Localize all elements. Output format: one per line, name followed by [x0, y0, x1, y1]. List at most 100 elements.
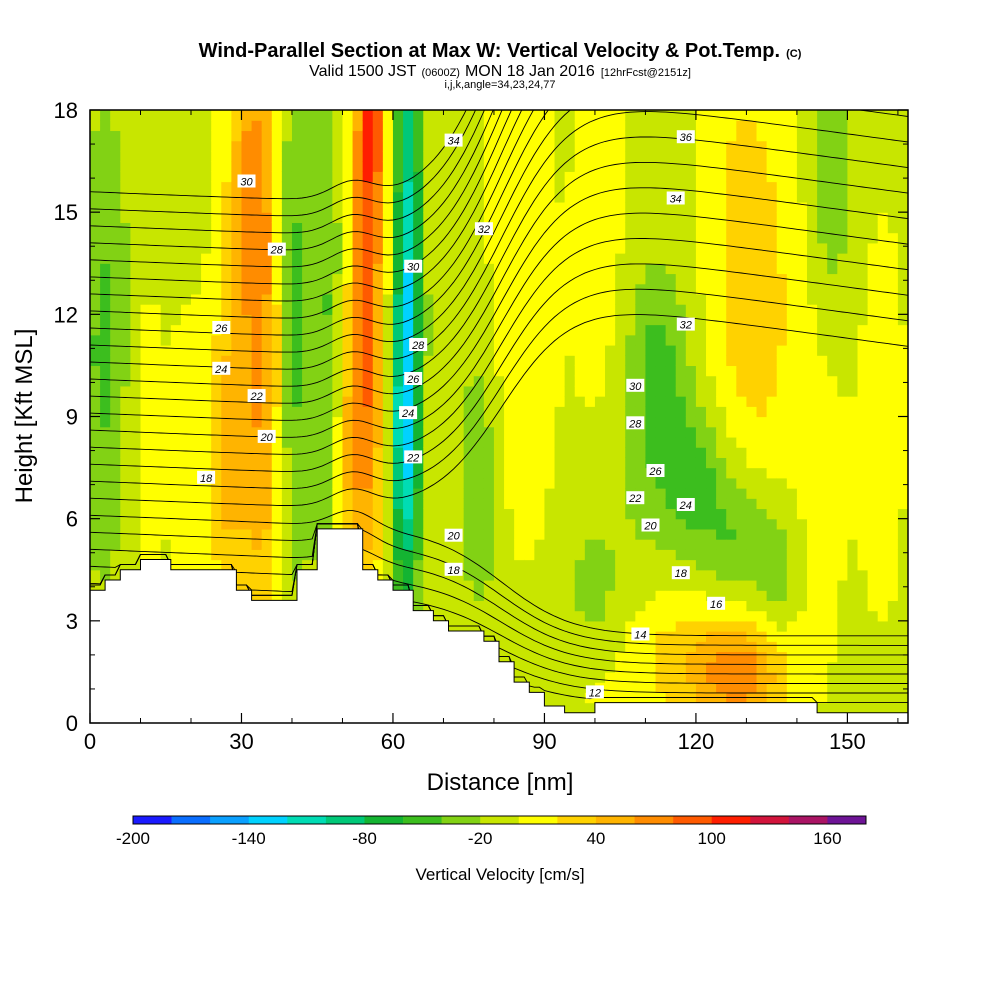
w-cell: [382, 140, 394, 152]
w-cell: [504, 314, 515, 326]
w-cell: [504, 375, 515, 387]
w-cell: [766, 498, 778, 510]
w-cell: [635, 457, 647, 469]
w-cell: [594, 161, 606, 172]
w-cell: [342, 120, 354, 132]
w-cell: [463, 283, 475, 295]
w-cell: [453, 488, 465, 499]
w-cell: [746, 161, 758, 172]
w-cell: [685, 620, 697, 632]
w-cell: [807, 253, 818, 264]
w-cell: [473, 477, 485, 489]
w-cell: [827, 110, 838, 121]
w-cell: [605, 201, 616, 213]
w-cell: [655, 488, 667, 499]
w-cell: [352, 253, 364, 264]
w-cell: [574, 324, 586, 336]
w-cell: [564, 610, 576, 622]
w-cell: [261, 334, 273, 346]
w-cell: [463, 610, 475, 622]
w-cell: [362, 334, 374, 346]
w-cell: [493, 334, 505, 346]
w-cell: [776, 293, 788, 305]
w-cell: [897, 661, 908, 673]
w-cell: [877, 498, 889, 510]
w-cell: [605, 579, 616, 591]
w-cell: [796, 579, 808, 591]
w-cell: [665, 682, 677, 693]
w-cell: [483, 559, 495, 571]
w-cell: [443, 161, 455, 172]
w-cell: [100, 283, 111, 295]
w-cell: [130, 130, 142, 142]
w-cell: [605, 355, 616, 367]
w-cell: [564, 508, 576, 520]
w-cell: [271, 365, 283, 377]
w-cell: [140, 447, 152, 458]
w-cell: [625, 528, 636, 540]
w-cell: [413, 355, 424, 367]
w-cell: [685, 222, 697, 234]
w-cell: [352, 222, 364, 234]
w-cell: [241, 110, 253, 121]
w-cell: [342, 467, 354, 479]
w-cell: [322, 457, 333, 469]
w-cell: [201, 120, 212, 132]
w-cell: [130, 457, 142, 469]
w-cell: [736, 334, 748, 346]
w-cell: [564, 447, 576, 458]
w-cell: [605, 222, 616, 234]
w-cell: [584, 426, 596, 438]
w-cell: [594, 375, 606, 387]
w-cell: [867, 488, 879, 499]
w-cell: [352, 293, 364, 305]
w-cell: [574, 406, 586, 418]
w-cell: [736, 528, 748, 540]
w-cell: [150, 283, 162, 295]
w-cell: [837, 385, 849, 397]
w-cell: [615, 130, 626, 142]
w-cell: [483, 436, 495, 448]
w-cell: [302, 518, 313, 530]
w-cell: [857, 498, 869, 510]
w-cell: [716, 528, 727, 540]
w-cell: [423, 375, 434, 387]
w-cell: [726, 631, 737, 642]
w-cell: [756, 528, 768, 540]
w-cell: [291, 375, 303, 387]
w-cell: [362, 477, 374, 489]
w-cell: [160, 416, 172, 428]
w-cell: [241, 161, 253, 172]
w-cell: [211, 222, 222, 234]
w-cell: [857, 263, 869, 275]
w-cell: [160, 140, 172, 152]
w-cell: [382, 559, 394, 571]
w-cell: [150, 477, 162, 489]
w-cell: [887, 120, 899, 132]
w-cell: [756, 324, 768, 336]
contour-label-bg: [212, 321, 231, 334]
w-cell: [180, 253, 192, 264]
w-cell: [807, 120, 818, 132]
contour-label: 22: [406, 452, 419, 464]
w-cell: [463, 569, 475, 581]
w-cell: [110, 181, 121, 193]
w-cell: [645, 457, 657, 469]
w-cell: [160, 150, 172, 162]
w-cell: [655, 508, 667, 520]
w-cell: [382, 365, 394, 377]
w-cell: [504, 590, 515, 601]
w-cell: [160, 334, 172, 346]
w-cell: [403, 283, 414, 295]
w-cell: [807, 304, 818, 315]
w-cell: [766, 375, 778, 387]
w-cell: [584, 590, 596, 601]
w-cell: [766, 549, 778, 561]
w-cell: [786, 150, 798, 162]
w-cell: [433, 528, 445, 540]
w-cell: [796, 528, 808, 540]
w-cell: [857, 150, 869, 162]
w-cell: [695, 518, 707, 530]
w-cell: [261, 396, 273, 407]
w-cell: [665, 150, 677, 162]
